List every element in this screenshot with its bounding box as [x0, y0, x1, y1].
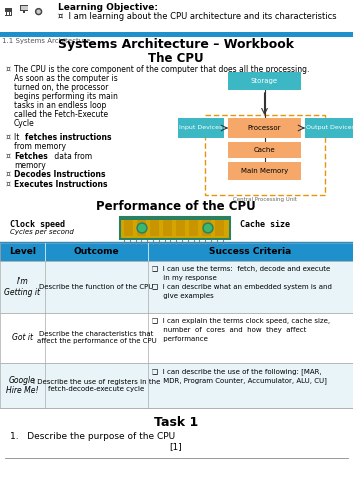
Bar [5, 8, 12, 12]
Text: ¤: ¤ [6, 65, 11, 74]
Text: Got it: Got it [12, 334, 33, 342]
Bar [21, 13, 27, 14]
Bar [120, 217, 230, 220]
Text: ❑  I can describe what an embedded system is and: ❑ I can describe what an embedded system… [152, 284, 332, 290]
Bar [120, 217, 230, 239]
Text: Main Memory: Main Memory [241, 168, 288, 174]
Text: ❑  I can describe the use of the following: [MAR,: ❑ I can describe the use of the followin… [152, 368, 322, 375]
Circle shape [204, 224, 211, 232]
Bar [189, 220, 198, 236]
Bar [6, 12, 7, 15]
Text: ¤: ¤ [6, 133, 11, 142]
Bar [202, 220, 211, 236]
Text: Cache: Cache [254, 147, 275, 153]
Bar [0, 261, 353, 313]
Bar [8, 12, 10, 15]
Text: Performance of the CPU: Performance of the CPU [96, 200, 256, 213]
Circle shape [37, 10, 40, 13]
Text: Describe the function of the CPU: Describe the function of the CPU [39, 284, 154, 290]
Text: Central Processing Unit: Central Processing Unit [233, 197, 297, 202]
Text: Cache size: Cache size [240, 220, 290, 229]
Text: ¤: ¤ [6, 170, 11, 179]
Bar [228, 118, 301, 138]
Text: Fetches: Fetches [14, 152, 48, 161]
Bar [176, 220, 185, 236]
Text: 1.   Describe the purpose of the CPU: 1. Describe the purpose of the CPU [10, 432, 175, 441]
Bar [137, 220, 146, 236]
Circle shape [138, 224, 145, 232]
Bar [0, 243, 353, 261]
Text: ❑  I can explain the terms clock speed, cache size,: ❑ I can explain the terms clock speed, c… [152, 318, 330, 324]
Bar [0, 363, 353, 408]
Text: Describe the characteristics that
affect the performance of the CPU: Describe the characteristics that affect… [37, 332, 156, 344]
Text: The CPU: The CPU [148, 52, 204, 65]
Bar [20, 6, 28, 10]
Text: ❑  I can use the terms:  fetch, decode and execute: ❑ I can use the terms: fetch, decode and… [152, 266, 330, 272]
Text: called the Fetch-Execute: called the Fetch-Execute [14, 110, 108, 119]
Bar [228, 142, 301, 158]
Text: ¤  I am learning about the CPU architecture and its characteristics: ¤ I am learning about the CPU architectu… [58, 12, 337, 21]
Text: Storage: Storage [251, 78, 278, 84]
Text: 1.1 Systems Architecture: 1.1 Systems Architecture [2, 38, 90, 44]
Bar [215, 220, 224, 236]
Text: I Describe the use of registers in the
fetch-decode-execute cycle: I Describe the use of registers in the f… [33, 379, 160, 392]
Circle shape [36, 8, 42, 14]
Text: Cycle: Cycle [14, 119, 35, 128]
Text: begins performing its main: begins performing its main [14, 92, 118, 101]
Text: give examples: give examples [152, 293, 214, 299]
Bar [0, 32, 353, 37]
Text: Clock speed: Clock speed [10, 220, 65, 229]
Text: performance: performance [152, 336, 208, 342]
Text: Decodes Instructions: Decodes Instructions [14, 170, 106, 179]
Text: Processor: Processor [248, 125, 281, 131]
Text: As soon as the computer is: As soon as the computer is [14, 74, 118, 83]
Text: memory: memory [14, 161, 46, 170]
Text: MDR, Program Counter, Accumulator, ALU, CU]: MDR, Program Counter, Accumulator, ALU, … [152, 377, 327, 384]
Text: Cycles per second: Cycles per second [10, 229, 74, 235]
Text: tasks in an endless loop: tasks in an endless loop [14, 101, 106, 110]
Text: Google
Hire Me!: Google Hire Me! [6, 376, 39, 395]
Text: Systems Architecture – Workbook: Systems Architecture – Workbook [58, 38, 294, 51]
Bar [163, 220, 172, 236]
Text: [1]: [1] [170, 442, 183, 451]
Text: ¤: ¤ [6, 180, 11, 189]
Bar [20, 5, 28, 11]
Text: Learning Objective:: Learning Objective: [58, 3, 158, 12]
Bar [0, 0, 353, 33]
Bar [205, 115, 325, 195]
Text: I'm
Getting it: I'm Getting it [5, 278, 41, 296]
Text: Task 1: Task 1 [154, 416, 198, 429]
Bar [305, 118, 353, 138]
Text: Executes Instructions: Executes Instructions [14, 180, 108, 189]
Text: The CPU is the core component of the computer that does all the processing.: The CPU is the core component of the com… [14, 65, 309, 74]
Bar [150, 220, 159, 236]
Text: Success Criteria: Success Criteria [209, 248, 292, 256]
Text: It: It [14, 133, 22, 142]
Text: ¤: ¤ [6, 152, 11, 161]
Bar [124, 220, 133, 236]
Text: fetches instructions: fetches instructions [25, 133, 112, 142]
Circle shape [137, 223, 147, 233]
Text: Input Devices: Input Devices [179, 126, 223, 130]
Text: Level: Level [9, 248, 36, 256]
Circle shape [203, 223, 213, 233]
Bar [23, 11, 25, 13]
Text: in my response: in my response [152, 275, 217, 281]
Bar [178, 118, 224, 138]
Bar [0, 313, 353, 363]
Bar [5, 15, 12, 16]
Text: from memory: from memory [14, 142, 66, 151]
Text: turned on, the processor: turned on, the processor [14, 83, 108, 92]
Text: data from: data from [52, 152, 92, 161]
Bar [228, 72, 301, 90]
Bar [11, 12, 12, 15]
Bar [228, 162, 301, 180]
Text: number  of  cores  and  how  they  affect: number of cores and how they affect [152, 327, 306, 333]
Text: Outcome: Outcome [74, 248, 119, 256]
Text: Output Devices: Output Devices [306, 126, 353, 130]
